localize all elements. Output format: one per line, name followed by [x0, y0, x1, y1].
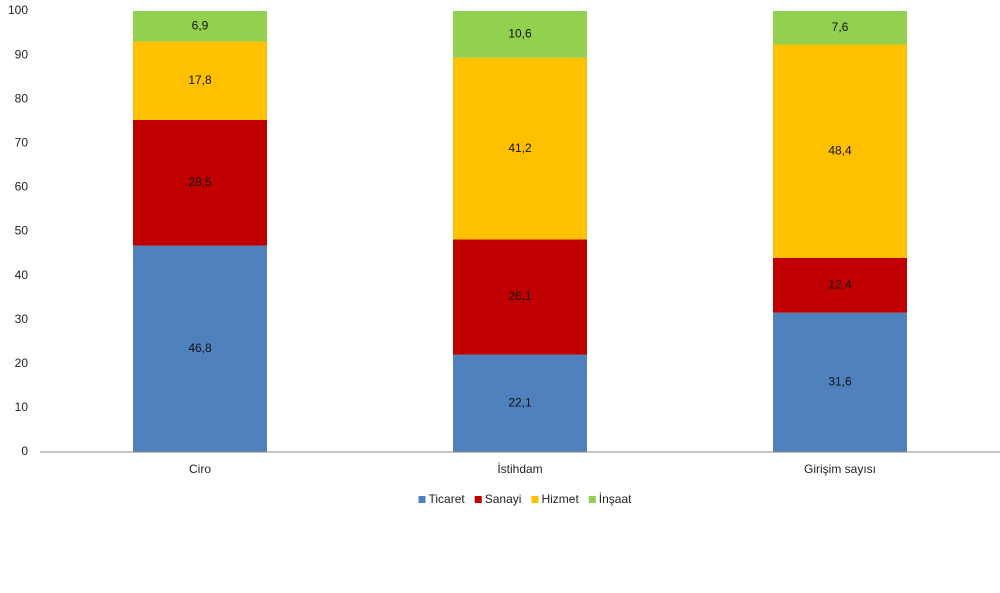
- value-label: 31,6: [828, 374, 852, 388]
- legend-swatch: [531, 496, 539, 503]
- y-tick-label: 50: [15, 224, 29, 238]
- x-tick-label: Ciro: [189, 462, 211, 476]
- bar-segment: [773, 257, 907, 313]
- y-tick-label: 20: [15, 356, 29, 370]
- value-label: 46,8: [188, 341, 212, 355]
- bar-segment: [453, 11, 587, 58]
- legend-label: Ticaret: [429, 492, 466, 506]
- value-label: 7,6: [832, 20, 849, 34]
- value-label: 26,1: [508, 289, 532, 303]
- bar-segment: [133, 41, 267, 120]
- legend-label: Sanayi: [485, 492, 522, 506]
- legend-swatch: [588, 496, 596, 503]
- y-tick-label: 10: [15, 400, 29, 414]
- value-label: 10,6: [508, 27, 532, 41]
- value-label: 17,8: [188, 73, 212, 87]
- y-tick-label: 90: [15, 47, 29, 61]
- bar-segment: [453, 354, 587, 452]
- y-tick-label: 100: [8, 3, 28, 17]
- bar-segment: [133, 119, 267, 246]
- value-label: 6,9: [192, 18, 209, 32]
- bar-segment: [773, 44, 907, 258]
- bar-segment: [453, 239, 587, 355]
- x-tick-label: Girişim sayısı: [804, 462, 876, 476]
- y-tick-label: 40: [15, 268, 29, 282]
- legend-label: İnşaat: [599, 492, 632, 506]
- y-tick-label: 70: [15, 135, 29, 149]
- bar-segment: [773, 11, 907, 45]
- y-tick-label: 60: [15, 180, 29, 194]
- y-tick-label: 80: [15, 91, 29, 105]
- bar-segment: [133, 245, 267, 452]
- legend-label: Hizmet: [541, 492, 579, 506]
- value-label: 48,4: [828, 143, 852, 157]
- y-tick-label: 30: [15, 312, 29, 326]
- bar-segment: [453, 57, 587, 240]
- value-label: 12,4: [828, 277, 852, 291]
- value-label: 28,5: [188, 175, 212, 189]
- legend-swatch: [418, 496, 426, 503]
- bar-segment: [133, 11, 267, 42]
- value-label: 22,1: [508, 395, 532, 409]
- bar-segment: [773, 312, 907, 452]
- value-label: 41,2: [508, 141, 532, 155]
- legend-swatch: [474, 496, 482, 503]
- x-tick-label: İstihdam: [497, 462, 542, 476]
- y-tick-label: 0: [21, 444, 28, 458]
